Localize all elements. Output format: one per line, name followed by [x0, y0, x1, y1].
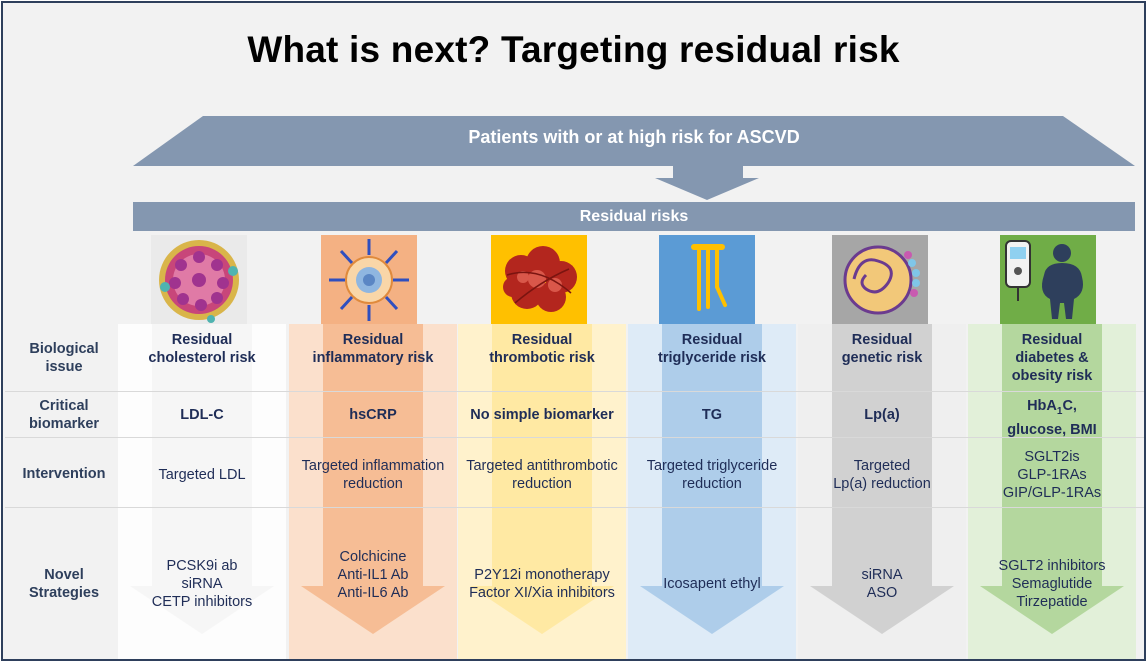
- triglyceride-molecule-icon: [659, 235, 755, 325]
- immune-cell-icon: [321, 235, 417, 325]
- blood-clot-icon: [491, 235, 587, 325]
- residual-risks-bar: Residual risks: [133, 202, 1135, 231]
- issue-cholesterol: Residual cholesterol risk: [148, 332, 256, 366]
- column-thrombotic: [458, 324, 626, 659]
- lipoprotein-a-icon: [832, 235, 928, 325]
- column-genetic: [798, 324, 966, 659]
- slide-title: What is next? Targeting residual risk: [247, 29, 900, 70]
- issue-genetic: Residual genetic risk: [841, 332, 923, 366]
- lipoprotein-particle-icon: [151, 235, 247, 325]
- intervention-genetic: Targeted Lp(a) reduction: [833, 458, 931, 492]
- column-triglyceride: [628, 324, 796, 659]
- biomarker-thrombotic: No simple biomarker: [470, 407, 614, 423]
- strategies-diabetes: SGLT2 inhibitors Semaglutide Tirzepatide: [998, 558, 1106, 610]
- row-divider: [5, 391, 1144, 392]
- biomarker-cholesterol: LDL-C: [180, 407, 224, 423]
- strategies-genetic: siRNA ASO: [861, 567, 903, 601]
- column-diabetes: [968, 324, 1136, 659]
- biomarker-inflammatory: hsCRP: [349, 407, 397, 423]
- row-divider: [5, 437, 1144, 438]
- intervention-triglyceride: Targeted triglyceride reduction: [646, 458, 778, 492]
- issue-triglyceride: Residual triglyceride risk: [658, 332, 766, 366]
- issue-inflammatory: Residual inflammatory risk: [312, 332, 434, 366]
- biomarker-genetic: Lp(a): [864, 407, 900, 423]
- row-label-novel-strategies: Novel Strategies: [28, 567, 100, 601]
- population-banner-text: Patients with or at high risk for ASCVD: [468, 127, 800, 147]
- row-label-critical-biomarker: Critical biomarker: [28, 398, 100, 432]
- strategies-thrombotic: P2Y12i monotherapy Factor XI/Xia inhibito…: [469, 567, 615, 601]
- strategies-inflammatory: Colchicine Anti-IL1 Ab Anti-IL6 Ab: [337, 549, 409, 601]
- row-label-intervention: Intervention: [22, 466, 106, 482]
- column-cholesterol: [118, 324, 286, 659]
- issue-thrombotic: Residual thrombotic risk: [489, 332, 595, 366]
- strategies-triglyceride: Icosapent ethyl: [663, 576, 761, 592]
- strategies-cholesterol: PCSK9i ab siRNA CETP inhibitors: [151, 558, 253, 610]
- biomarker-triglyceride: TG: [701, 407, 723, 423]
- population-banner-arrow: [133, 116, 1135, 200]
- intervention-inflammatory: Targeted inflammation reduction: [301, 458, 445, 492]
- intervention-thrombotic: Targeted antithrombotic reduction: [466, 458, 618, 492]
- issue-diabetes: Residual diabetes & obesity risk: [1011, 332, 1093, 384]
- biomarker-diabetes: HbA1C, glucose, BMI: [1007, 398, 1097, 438]
- intervention-diabetes: SGLT2is GLP-1RAs GIP/GLP-1RAs: [1002, 449, 1102, 501]
- glucometer-obesity-icon: [1000, 235, 1096, 325]
- row-label-biological-issue: Biological issue: [29, 341, 99, 375]
- column-inflammatory: [289, 324, 457, 659]
- intervention-cholesterol: Targeted LDL: [158, 467, 246, 483]
- row-divider: [5, 507, 1144, 508]
